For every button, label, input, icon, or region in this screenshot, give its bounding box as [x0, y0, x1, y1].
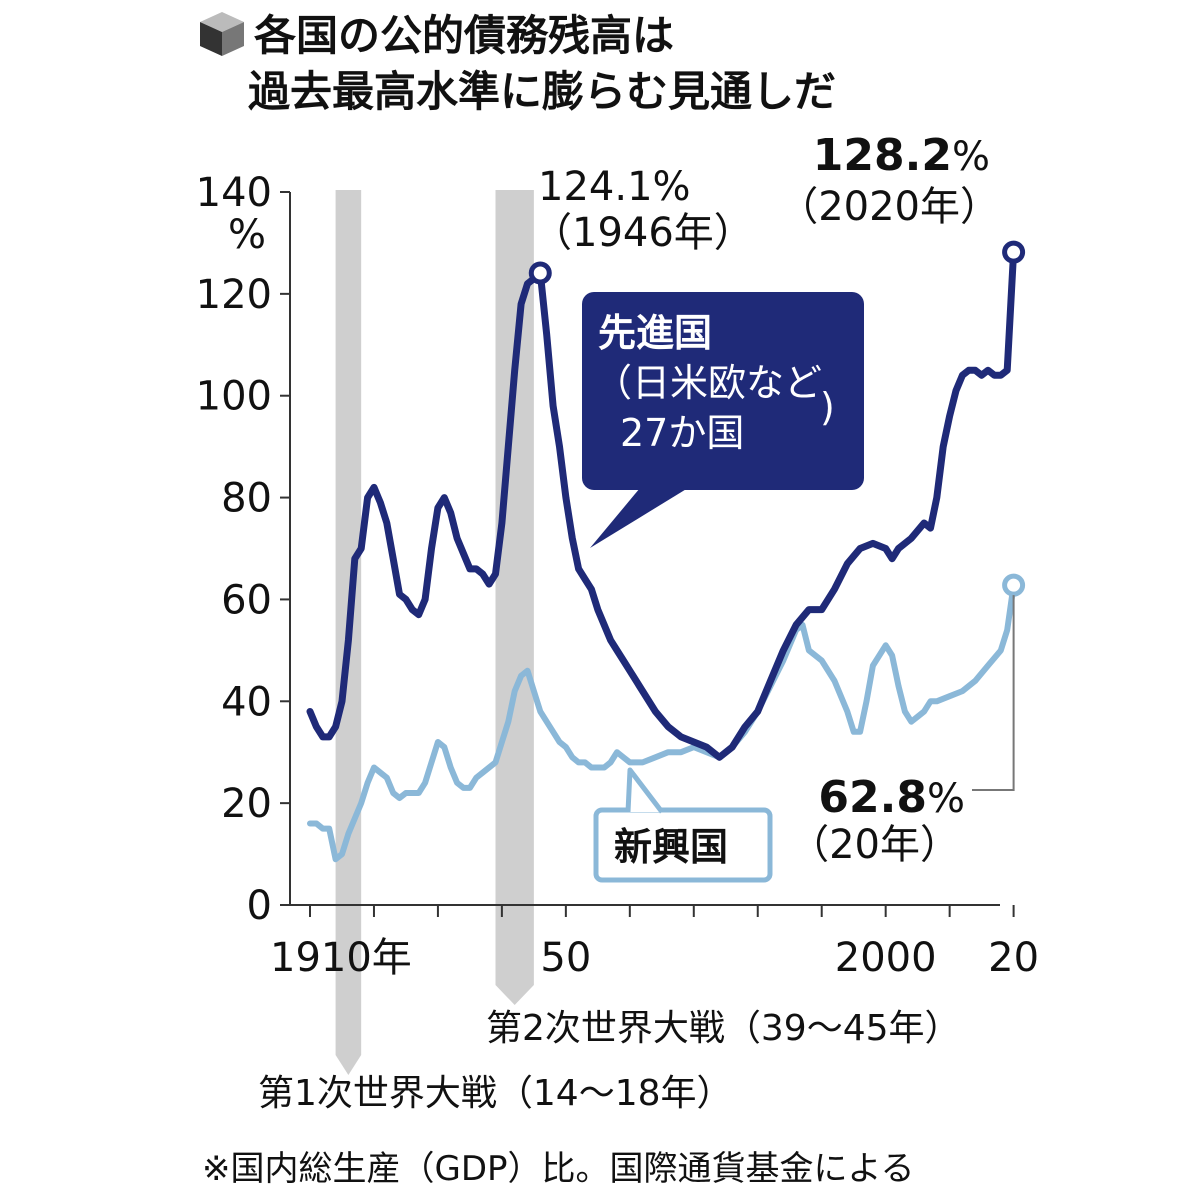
y-unit-label: % — [228, 212, 266, 258]
title-line-2: 過去最高水準に膨らむ見通しだ — [248, 67, 836, 116]
series-line-emerging — [307, 582, 1017, 863]
series-peak-point-advanced — [528, 261, 552, 285]
y-tick-label: 60 — [221, 577, 272, 623]
war-band-label-2: 第2次世界大戦（39〜45年） — [486, 1008, 961, 1049]
axes: 0 20 40 60 80 100 120 140% 1910年 50 2000 20 — [196, 170, 1039, 981]
legend-advanced-sub2: 27か国 — [620, 411, 744, 455]
legend-advanced-title: 先進国 — [598, 311, 712, 355]
series-layer — [306, 240, 1026, 863]
war-band-label-1: 第1次世界大戦（14〜18年） — [258, 1073, 733, 1114]
y-tick-label: 100 — [196, 374, 272, 420]
annotations: 124.1%（1946年） 128.2%（2020年） 62.8%（20年） 先進国 （… — [532, 130, 1015, 883]
y-tick-label: 80 — [221, 476, 272, 522]
legend-emerging-title: 新興国 — [614, 825, 728, 869]
cube-icon — [200, 12, 244, 56]
series-end-point-advanced — [1002, 240, 1026, 264]
emerging-end-value-label: 62.8% — [818, 772, 965, 823]
x-tick-label: 1910年 — [270, 935, 412, 981]
y-tick-label: 120 — [196, 272, 272, 318]
x-tick-label: 20 — [988, 935, 1039, 981]
series-end-point-emerging — [1002, 573, 1026, 597]
emerging-end-year-label: （20年） — [789, 822, 960, 868]
series-line-advanced — [306, 248, 1018, 761]
legend-emerging-box — [593, 807, 773, 883]
title-line-1: 各国の公的債務残高は — [254, 11, 674, 60]
legend-emerging-tail — [625, 767, 664, 814]
peak-value-label: 124.1% — [538, 164, 691, 210]
chart-title: 各国の公的債務残高は 過去最高水準に膨らむ見通しだ — [200, 11, 836, 116]
legend-advanced-paren-close: ) — [820, 385, 835, 429]
emerging-leader-line — [972, 595, 1015, 791]
legend-advanced-box — [582, 292, 864, 490]
legend-advanced-tail — [590, 488, 688, 548]
x-tick-label: 2000 — [835, 935, 937, 981]
war-band-2 — [495, 190, 534, 1005]
advanced-end-value-label: 128.2% — [813, 130, 990, 181]
peak-year-label: （1946年） — [532, 210, 754, 256]
y-tick-label: 0 — [247, 883, 272, 929]
x-tick-label: 50 — [540, 935, 591, 981]
y-tick-label: 40 — [221, 679, 272, 725]
footnote: ※国内総生産（GDP）比。国際通貨基金による — [202, 1149, 915, 1189]
advanced-end-year-label: （2020年） — [778, 184, 1000, 230]
y-tick-label: 140 — [196, 170, 272, 216]
y-tick-label: 20 — [221, 781, 272, 827]
legend-advanced-sub1: （日米欧など — [594, 361, 822, 405]
